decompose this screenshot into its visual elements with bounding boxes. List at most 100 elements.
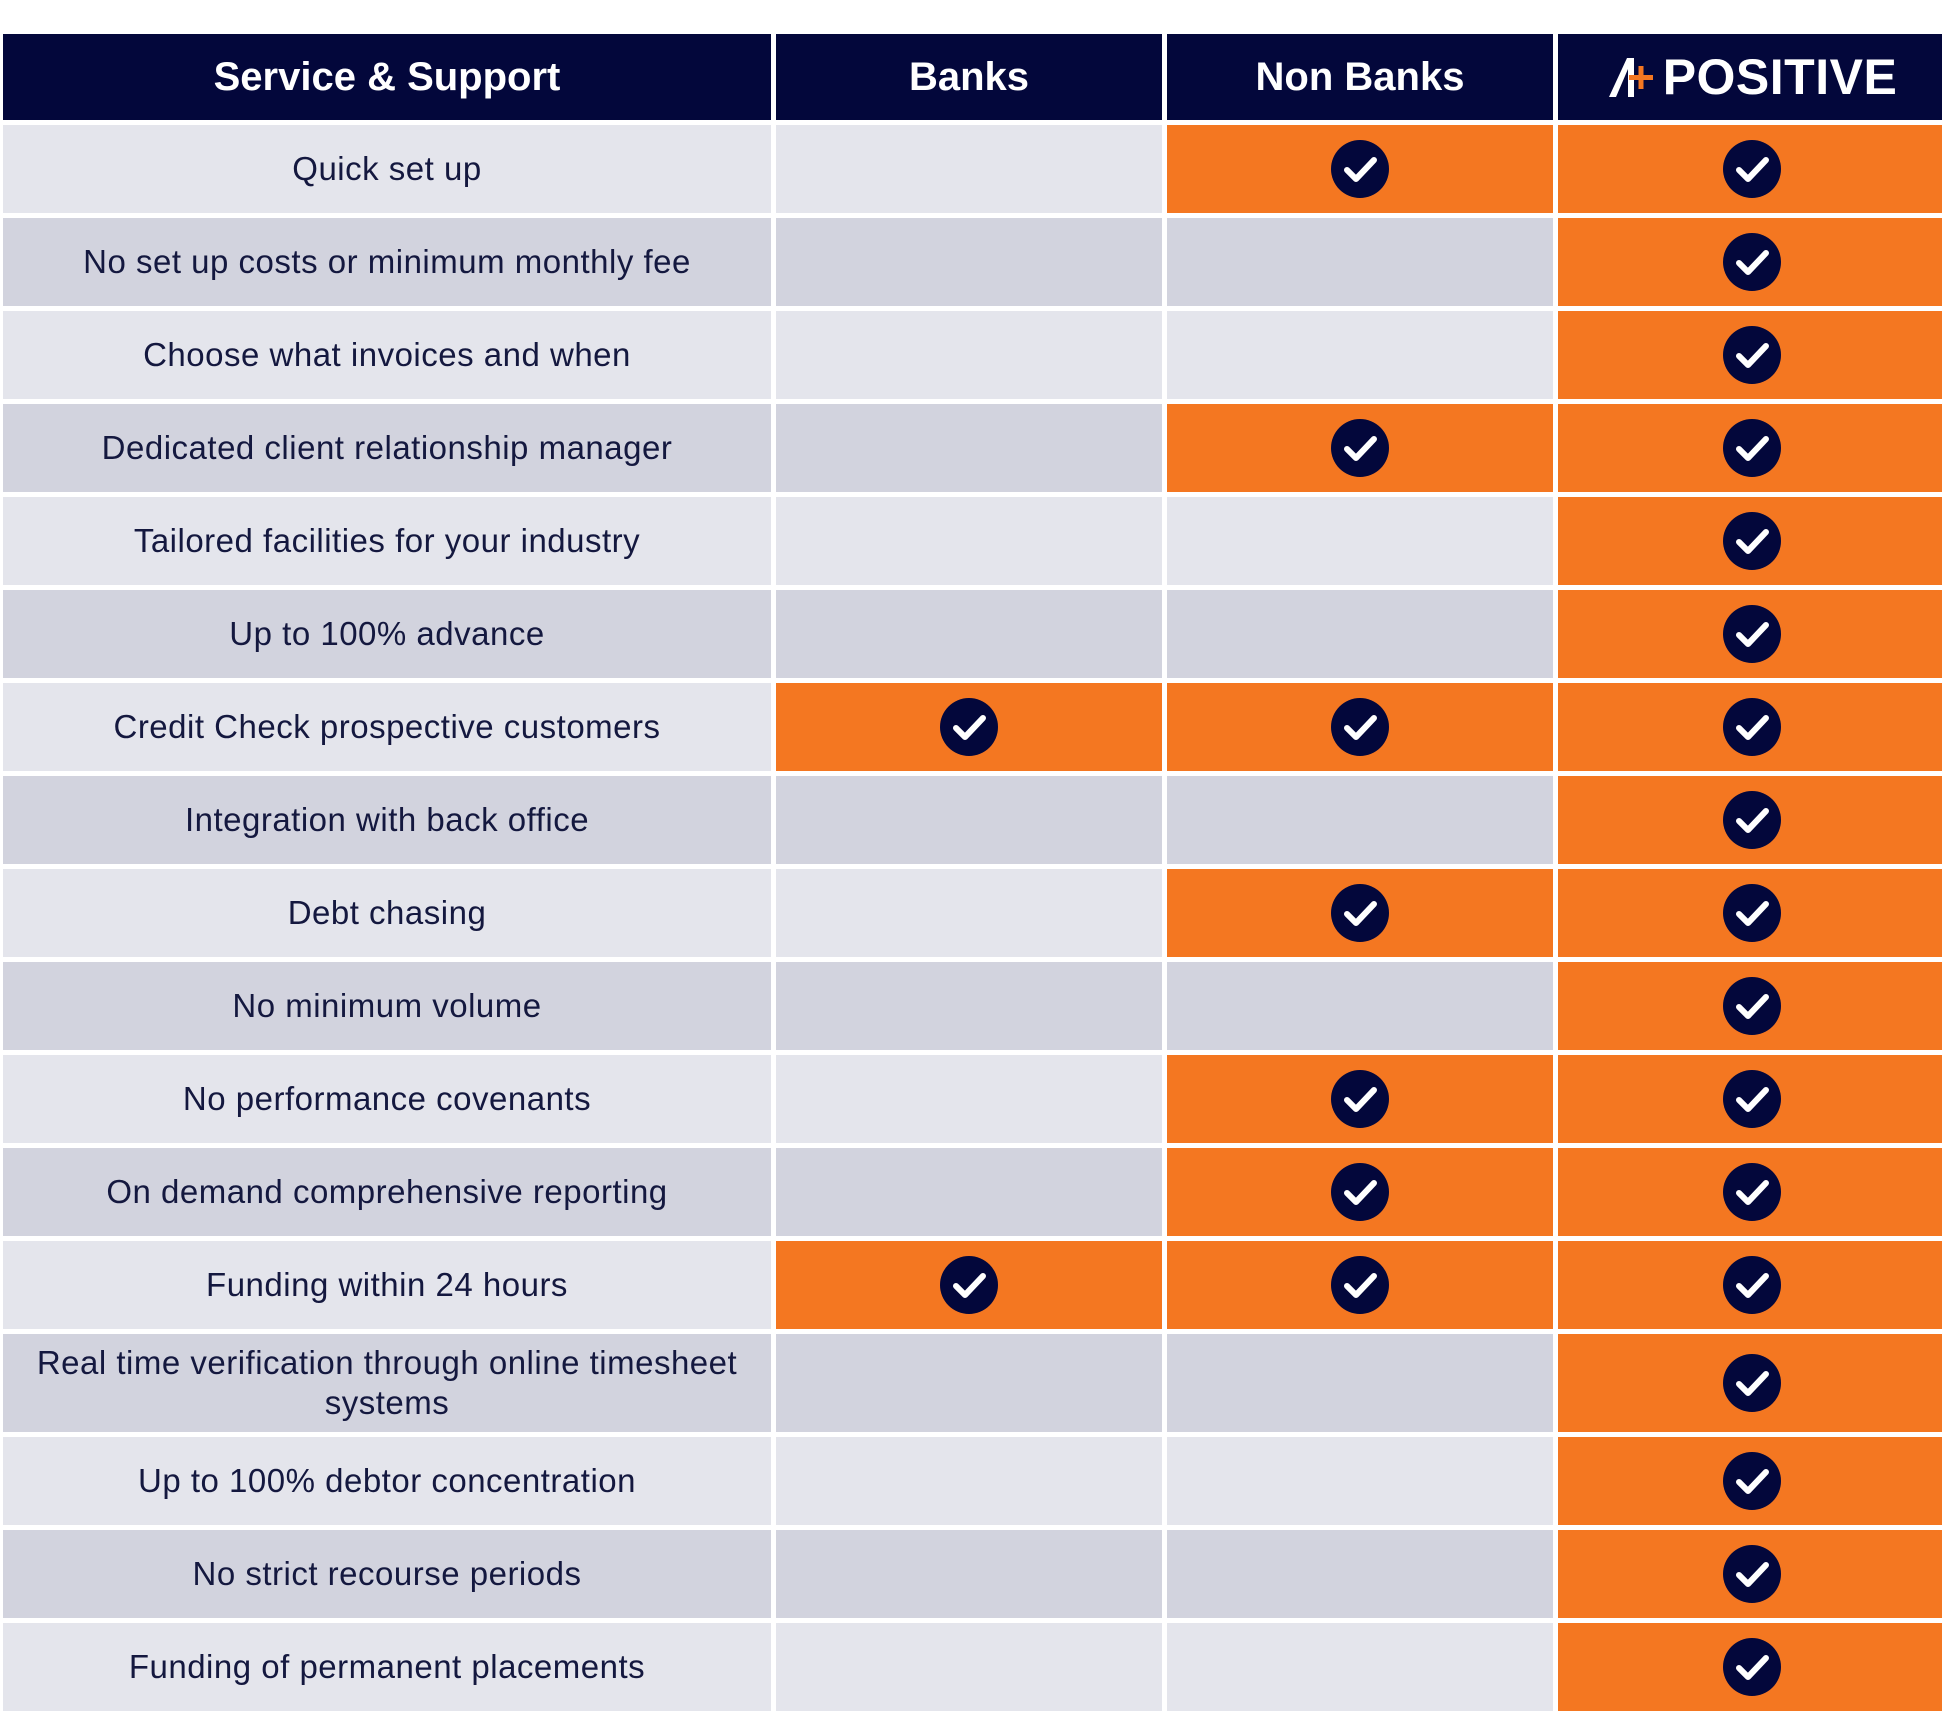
check-circle-icon: [1723, 791, 1781, 849]
cell-positive: [1558, 1148, 1942, 1236]
cell-banks: [776, 1437, 1162, 1525]
check-circle-icon: [940, 1256, 998, 1314]
cell-banks: [776, 869, 1162, 957]
check-circle-icon: [1723, 977, 1781, 1035]
cell-banks: [776, 404, 1162, 492]
feature-label: Tailored facilities for your industry: [3, 497, 771, 585]
cell-nonbanks: [1167, 1055, 1553, 1143]
positive-logo-text: POSITIVE: [1662, 49, 1898, 105]
cell-nonbanks: [1167, 776, 1553, 864]
cell-positive: [1558, 1334, 1942, 1432]
positive-logo: POSITIVE: [1607, 48, 1898, 106]
cell-positive: [1558, 1437, 1942, 1525]
check-circle-icon: [1723, 233, 1781, 291]
cell-positive: [1558, 776, 1942, 864]
feature-label: On demand comprehensive reporting: [3, 1148, 771, 1236]
cell-nonbanks: [1167, 1437, 1553, 1525]
cell-positive: [1558, 1055, 1942, 1143]
cell-nonbanks: [1167, 962, 1553, 1050]
cell-banks: [776, 311, 1162, 399]
cell-nonbanks: [1167, 683, 1553, 771]
feature-label: Dedicated client relationship manager: [3, 404, 771, 492]
header-non-banks: Non Banks: [1167, 34, 1553, 120]
check-circle-icon: [1331, 698, 1389, 756]
feature-label: Real time verification through online ti…: [3, 1334, 771, 1432]
check-circle-icon: [1331, 1163, 1389, 1221]
feature-label: Integration with back office: [3, 776, 771, 864]
check-circle-icon: [1723, 512, 1781, 570]
feature-label: Debt chasing: [3, 869, 771, 957]
feature-label: No minimum volume: [3, 962, 771, 1050]
cell-positive: [1558, 590, 1942, 678]
cell-banks: [776, 1623, 1162, 1711]
cell-positive: [1558, 1241, 1942, 1329]
cell-nonbanks: [1167, 1241, 1553, 1329]
cell-banks: [776, 1241, 1162, 1329]
check-circle-icon: [1331, 884, 1389, 942]
check-circle-icon: [1723, 140, 1781, 198]
check-circle-icon: [1331, 1256, 1389, 1314]
cell-positive: [1558, 869, 1942, 957]
cell-nonbanks: [1167, 1148, 1553, 1236]
feature-label: Credit Check prospective customers: [3, 683, 771, 771]
cell-banks: [776, 1148, 1162, 1236]
check-circle-icon: [1723, 326, 1781, 384]
cell-positive: [1558, 311, 1942, 399]
check-circle-icon: [1723, 698, 1781, 756]
cell-nonbanks: [1167, 125, 1553, 213]
cell-positive: [1558, 962, 1942, 1050]
feature-label: No strict recourse periods: [3, 1530, 771, 1618]
check-circle-icon: [1723, 1070, 1781, 1128]
cell-positive: [1558, 218, 1942, 306]
feature-label: Up to 100% debtor concentration: [3, 1437, 771, 1525]
cell-banks: [776, 497, 1162, 585]
feature-label: Funding of permanent placements: [3, 1623, 771, 1711]
check-circle-icon: [1723, 1163, 1781, 1221]
check-circle-icon: [1723, 1452, 1781, 1510]
cell-positive: [1558, 1530, 1942, 1618]
comparison-table: Service & Support Banks Non Banks POSITI…: [3, 34, 1942, 1711]
cell-positive: [1558, 125, 1942, 213]
check-circle-icon: [1723, 1354, 1781, 1412]
cell-banks: [776, 1334, 1162, 1432]
check-circle-icon: [1723, 1256, 1781, 1314]
feature-label: Quick set up: [3, 125, 771, 213]
cell-nonbanks: [1167, 311, 1553, 399]
header-positive: POSITIVE: [1558, 34, 1942, 120]
cell-banks: [776, 590, 1162, 678]
cell-positive: [1558, 404, 1942, 492]
header-banks: Banks: [776, 34, 1162, 120]
header-service-support: Service & Support: [3, 34, 771, 120]
feature-label: No performance covenants: [3, 1055, 771, 1143]
check-circle-icon: [1331, 1070, 1389, 1128]
check-circle-icon: [1723, 1638, 1781, 1696]
feature-label: Funding within 24 hours: [3, 1241, 771, 1329]
cell-banks: [776, 125, 1162, 213]
feature-label: Choose what invoices and when: [3, 311, 771, 399]
cell-banks: [776, 962, 1162, 1050]
cell-banks: [776, 683, 1162, 771]
feature-label: Up to 100% advance: [3, 590, 771, 678]
cell-banks: [776, 1055, 1162, 1143]
cell-positive: [1558, 1623, 1942, 1711]
cell-banks: [776, 776, 1162, 864]
cell-banks: [776, 1530, 1162, 1618]
feature-label: No set up costs or minimum monthly fee: [3, 218, 771, 306]
check-circle-icon: [1723, 1545, 1781, 1603]
check-circle-icon: [1331, 140, 1389, 198]
check-circle-icon: [1723, 884, 1781, 942]
cell-positive: [1558, 497, 1942, 585]
positive-logo-icon: [1608, 58, 1653, 97]
cell-nonbanks: [1167, 218, 1553, 306]
cell-nonbanks: [1167, 497, 1553, 585]
cell-nonbanks: [1167, 1623, 1553, 1711]
cell-nonbanks: [1167, 1334, 1553, 1432]
check-circle-icon: [940, 698, 998, 756]
cell-banks: [776, 218, 1162, 306]
check-circle-icon: [1723, 605, 1781, 663]
cell-nonbanks: [1167, 1530, 1553, 1618]
check-circle-icon: [1331, 419, 1389, 477]
cell-positive: [1558, 683, 1942, 771]
cell-nonbanks: [1167, 590, 1553, 678]
cell-nonbanks: [1167, 404, 1553, 492]
